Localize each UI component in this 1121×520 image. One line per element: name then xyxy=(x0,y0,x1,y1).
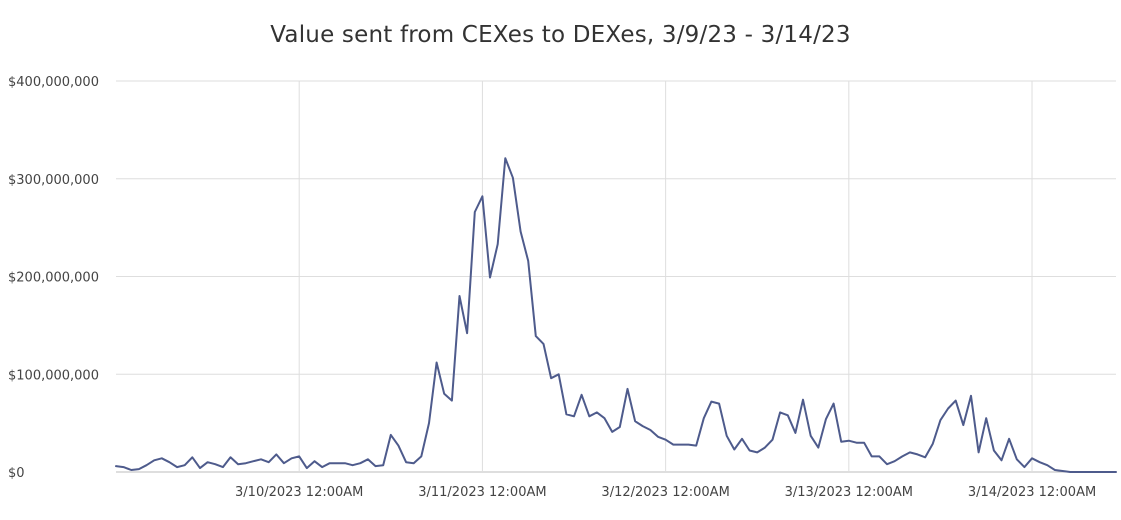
y-tick-label: $100,000,000 xyxy=(8,368,99,383)
y-tick-label: $300,000,000 xyxy=(8,173,99,188)
y-tick-label: $0 xyxy=(8,466,25,481)
x-tick-label: 3/10/2023 12:00AM xyxy=(235,485,363,500)
vertical-gridlines xyxy=(298,81,1033,472)
series-line xyxy=(115,157,1117,473)
y-tick-label: $200,000,000 xyxy=(8,271,99,286)
y-tick-label: $400,000,000 xyxy=(8,75,99,90)
x-tick-label: 3/13/2023 12:00AM xyxy=(785,485,913,500)
x-tick-label: 3/12/2023 12:00AM xyxy=(601,485,729,500)
x-axis-tick-labels: 3/10/2023 12:00AM 3/11/2023 12:00AM 3/12/2… xyxy=(235,485,1096,500)
x-tick-label: 3/14/2023 12:00AM xyxy=(968,485,1096,500)
y-axis-tick-labels: $0 $100,000,000 $200,000,000 $300,000,000 $4… xyxy=(8,75,99,481)
chart-title: Value sent from CEXes to DEXes, 3/9/23 -… xyxy=(270,22,851,48)
horizontal-gridlines xyxy=(116,80,1116,473)
x-tick-label: 3/11/2023 12:00AM xyxy=(418,485,546,500)
series-layer xyxy=(115,157,1117,473)
